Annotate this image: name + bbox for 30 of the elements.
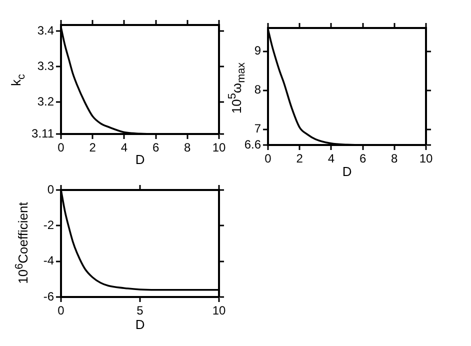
x-tick-label: 0: [264, 152, 272, 166]
y-tick-label: 9: [254, 44, 262, 58]
x-axis-title: D: [135, 152, 145, 167]
y-tick-label: 3.2: [37, 94, 54, 108]
y-tick-label: 3.4: [37, 23, 54, 38]
x-tick-label: 6: [359, 152, 366, 166]
x-axis-title: D: [135, 316, 145, 332]
x-tick-label: 10: [212, 304, 226, 318]
x-tick-label: 6: [152, 140, 160, 155]
x-tick-label: 2: [296, 152, 304, 166]
y-tick-label: -6: [43, 289, 54, 304]
x-tick-label: 8: [184, 140, 192, 155]
x-axis-title: D: [342, 164, 352, 179]
y-tick-label: 3.3: [37, 58, 54, 73]
y-tick-label: 3.11: [32, 126, 54, 140]
y-tick-label: 7: [254, 122, 262, 136]
y-tick-label: 8: [254, 82, 262, 97]
x-tick-label: 5: [136, 304, 144, 318]
y-tick-label: -4: [43, 254, 54, 268]
y-tick-label: 0: [47, 182, 54, 196]
x-tick-label: 0: [58, 304, 65, 318]
y-tick-label: 6.6: [244, 137, 262, 152]
x-tick-label: 2: [89, 140, 96, 155]
x-tick-label: 0: [58, 140, 65, 155]
x-tick-label: 4: [328, 152, 335, 166]
x-tick-label: 4: [120, 140, 128, 155]
x-tick-label: 10: [419, 152, 433, 166]
x-tick-label: 8: [391, 152, 398, 166]
x-tick-label: 10: [212, 140, 226, 155]
y-tick-label: -2: [43, 218, 54, 232]
